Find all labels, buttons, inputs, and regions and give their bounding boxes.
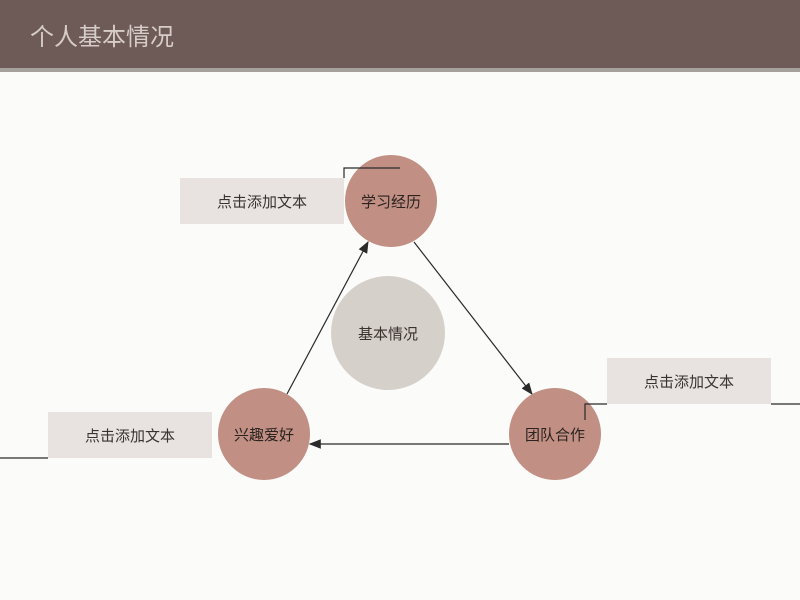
textbox-top-label: 点击添加文本 [217, 191, 307, 212]
slide-canvas: 个人基本情况 基本情况 学习经历 兴趣爱好 团队合作 点击添加文本 点击添加文本… [0, 0, 800, 600]
node-right-label: 团队合作 [525, 424, 585, 445]
center-circle: 基本情况 [331, 276, 445, 390]
textbox-top[interactable]: 点击添加文本 [180, 178, 344, 224]
node-top[interactable]: 学习经历 [345, 155, 437, 247]
textbox-left[interactable]: 点击添加文本 [48, 412, 212, 458]
node-left-label: 兴趣爱好 [234, 424, 294, 445]
node-top-label: 学习经历 [361, 191, 421, 212]
slide-header: 个人基本情况 [0, 0, 800, 68]
textbox-right-label: 点击添加文本 [644, 371, 734, 392]
center-circle-label: 基本情况 [358, 323, 418, 344]
slide-title: 个人基本情况 [30, 17, 174, 52]
textbox-left-label: 点击添加文本 [85, 425, 175, 446]
node-right[interactable]: 团队合作 [509, 388, 601, 480]
node-left[interactable]: 兴趣爱好 [218, 388, 310, 480]
header-underline [0, 68, 800, 72]
textbox-right[interactable]: 点击添加文本 [607, 358, 771, 404]
